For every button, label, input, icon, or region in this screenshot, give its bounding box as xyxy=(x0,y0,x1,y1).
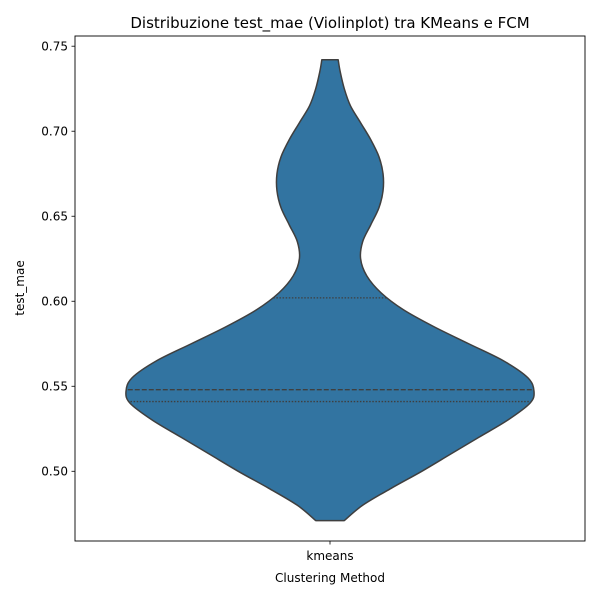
x-axis-ticks: kmeans xyxy=(306,541,354,563)
x-tick-label: kmeans xyxy=(306,549,353,563)
y-tick-label: 0.65 xyxy=(41,210,68,224)
y-tick-label: 0.55 xyxy=(41,380,68,394)
y-tick-label: 0.60 xyxy=(41,295,68,309)
chart-title: Distribuzione test_mae (Violinplot) tra … xyxy=(130,14,529,33)
y-tick-label: 0.75 xyxy=(41,40,68,54)
x-axis-label: Clustering Method xyxy=(275,571,385,585)
y-tick-label: 0.70 xyxy=(41,125,68,139)
y-tick-label: 0.50 xyxy=(41,465,68,479)
plot-area xyxy=(125,59,535,522)
y-axis-label: test_mae xyxy=(13,260,27,315)
violin-body xyxy=(125,59,535,522)
y-axis-ticks: 0.50 0.55 0.60 0.65 0.70 0.75 xyxy=(41,40,75,479)
